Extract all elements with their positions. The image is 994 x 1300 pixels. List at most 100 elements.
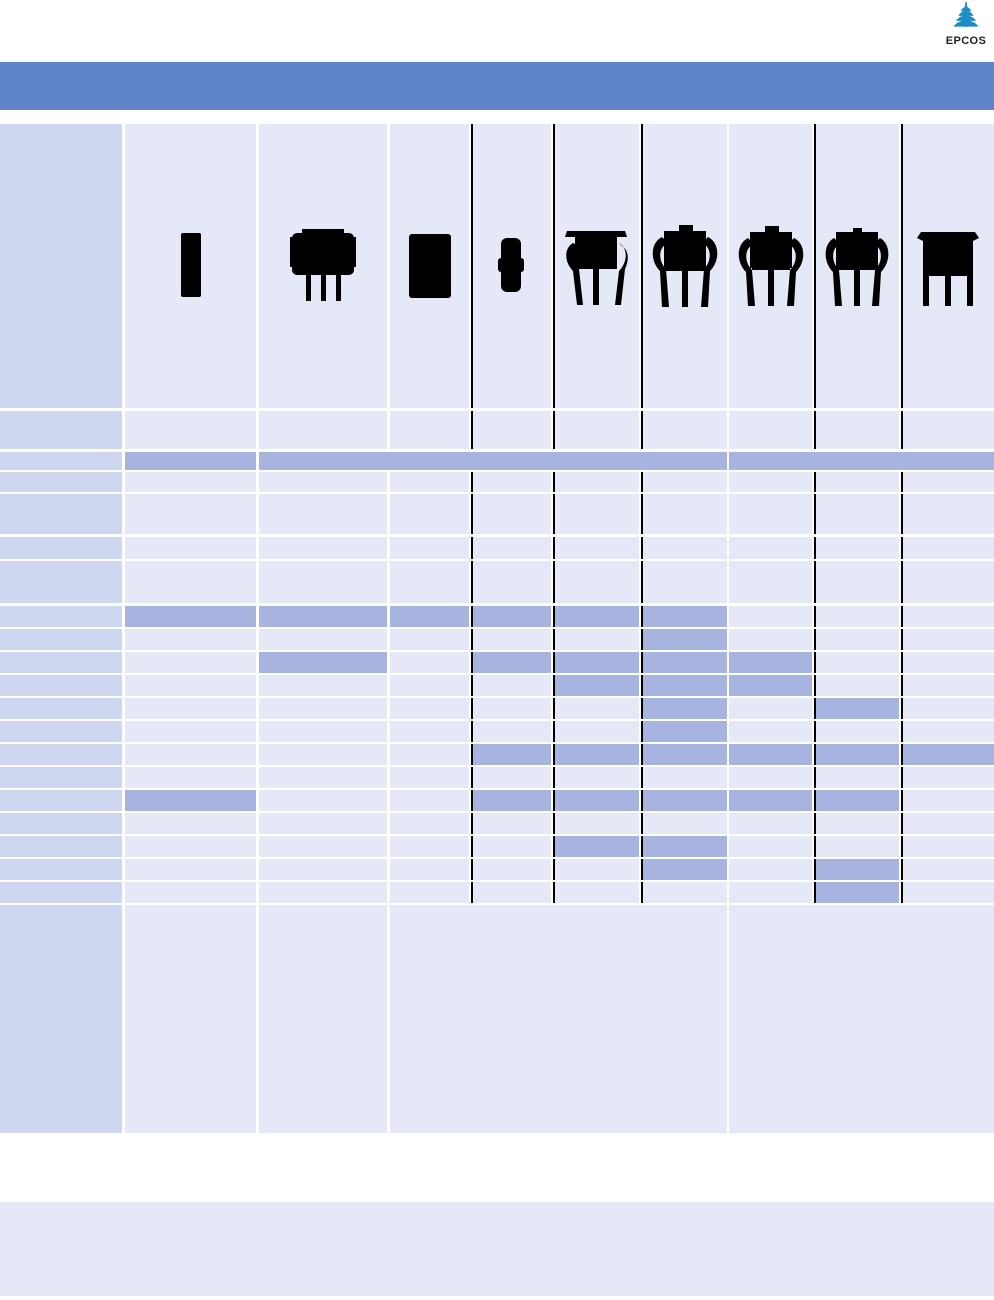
cell-row-feature-12-c6 <box>641 859 727 880</box>
cell-row-feature-3-c2 <box>259 652 387 673</box>
cell-row-capacitance-c7 <box>729 494 812 534</box>
cell-row-feature-13-c1 <box>125 882 256 903</box>
cell-row-feature-3-c1 <box>125 652 256 673</box>
table-row-feature-9 <box>0 790 994 811</box>
row-label-component-images <box>0 124 122 408</box>
cell-row-feature-8-c7 <box>729 767 812 788</box>
table-row-capacitance <box>0 494 994 534</box>
cell-row-rated-voltage-c8 <box>814 472 899 492</box>
table-row-tolerance <box>0 537 994 559</box>
table-row-series <box>0 411 994 449</box>
cell-row-feature-7-c8 <box>814 744 899 765</box>
cell-row-feature-4-c4 <box>471 675 551 696</box>
cell-row-feature-13-c6 <box>641 882 727 903</box>
cell-row-feature-11-c6 <box>641 836 727 857</box>
cell-row-feature-13-c3 <box>390 882 469 903</box>
cell-row-feature-7-c3 <box>390 744 469 765</box>
cell-row-feature-11-c4 <box>471 836 551 857</box>
cell-row-feature-1-c9 <box>901 606 994 627</box>
cell-row-feature-13-c8 <box>814 882 899 903</box>
cell-row-feature-11-c9 <box>901 836 994 857</box>
row-label-row-feature-12 <box>0 859 122 880</box>
cell-row-feature-4-c5 <box>553 675 639 696</box>
page-header-bar <box>0 62 994 110</box>
cell-row-feature-3-c9 <box>901 652 994 673</box>
cell-row-feature-2-c5 <box>553 629 639 650</box>
cell-row-dimensions-c6 <box>641 561 727 603</box>
cell-row-feature-9-c1 <box>125 790 256 811</box>
component-image-cell-c6 <box>641 124 727 408</box>
cell-row-feature-13-c5 <box>553 882 639 903</box>
notes-cell-2 <box>259 905 387 1133</box>
epcos-logo: EPCOS <box>940 2 992 52</box>
table-row-feature-1 <box>0 606 994 627</box>
cell-row-rated-voltage-c3 <box>390 472 469 492</box>
row-label-row-feature-3 <box>0 652 122 673</box>
cell-row-capacitance-c2 <box>259 494 387 534</box>
component-image-cell-c1 <box>125 124 256 408</box>
cell-row-feature-2-c9 <box>901 629 994 650</box>
cell-row-feature-8-c5 <box>553 767 639 788</box>
cell-row-feature-10-c5 <box>553 813 639 834</box>
cell-row-feature-12-c7 <box>729 859 812 880</box>
cell-row-tolerance-c3 <box>390 537 469 559</box>
cell-row-feature-3-c6 <box>641 652 727 673</box>
cell-row-capacitance-c4 <box>471 494 551 534</box>
cell-row-tolerance-c4 <box>471 537 551 559</box>
cell-row-series-c9 <box>901 411 994 449</box>
notes-cell-4 <box>729 905 994 1133</box>
cell-row-feature-13-c2 <box>259 882 387 903</box>
cell-row-feature-4-c2 <box>259 675 387 696</box>
cell-row-capacitance-c6 <box>641 494 727 534</box>
table-row-rated-voltage <box>0 472 994 492</box>
row-label-row-feature-10 <box>0 813 122 834</box>
cell-row-dimensions-c7 <box>729 561 812 603</box>
row-label-row-feature-4 <box>0 675 122 696</box>
cell-row-feature-1-c8 <box>814 606 899 627</box>
component-image-cell-c8 <box>814 124 899 408</box>
epcos-pine-tree-logo-icon <box>948 2 984 36</box>
cell-row-feature-9-c6 <box>641 790 727 811</box>
notes-cell-3 <box>390 905 727 1133</box>
cell-row-series-c1 <box>125 411 256 449</box>
table-row-feature-10 <box>0 813 994 834</box>
cell-row-dimensions-c5 <box>553 561 639 603</box>
cell-row-feature-6-c8 <box>814 721 899 742</box>
component-image-cell-c2 <box>259 124 387 408</box>
cell-row-feature-5-c7 <box>729 698 812 719</box>
cell-row-feature-4-c7 <box>729 675 812 696</box>
band-c2-c6 <box>259 452 727 470</box>
cell-row-feature-9-c9 <box>901 790 994 811</box>
cell-row-feature-1-c3 <box>390 606 469 627</box>
row-label-row-band-a <box>0 452 122 470</box>
cell-row-feature-8-c8 <box>814 767 899 788</box>
cell-row-feature-3-c4 <box>471 652 551 673</box>
product-selection-table <box>0 124 994 1136</box>
table-row-component-images <box>0 124 994 408</box>
cell-row-capacitance-c1 <box>125 494 256 534</box>
cell-row-series-c6 <box>641 411 727 449</box>
cell-row-feature-4-c6 <box>641 675 727 696</box>
cell-row-feature-7-c9 <box>901 744 994 765</box>
cell-row-rated-voltage-c9 <box>901 472 994 492</box>
cell-row-feature-3-c8 <box>814 652 899 673</box>
cell-row-feature-8-c6 <box>641 767 727 788</box>
cell-row-feature-6-c2 <box>259 721 387 742</box>
cell-row-feature-9-c5 <box>553 790 639 811</box>
cell-row-feature-5-c9 <box>901 698 994 719</box>
row-label-row-dimensions <box>0 561 122 603</box>
cell-row-capacitance-c3 <box>390 494 469 534</box>
cell-row-feature-5-c3 <box>390 698 469 719</box>
cell-row-dimensions-c8 <box>814 561 899 603</box>
cell-row-dimensions-c9 <box>901 561 994 603</box>
cell-row-capacitance-c5 <box>553 494 639 534</box>
row-label-row-series <box>0 411 122 449</box>
row-label-row-feature-9 <box>0 790 122 811</box>
component-image-cell-c7 <box>729 124 812 408</box>
cell-row-feature-3-c7 <box>729 652 812 673</box>
cell-row-feature-12-c3 <box>390 859 469 880</box>
cell-row-feature-12-c2 <box>259 859 387 880</box>
cell-row-feature-7-c6 <box>641 744 727 765</box>
component-image-cell-c9 <box>901 124 994 408</box>
table-row-feature-4 <box>0 675 994 696</box>
